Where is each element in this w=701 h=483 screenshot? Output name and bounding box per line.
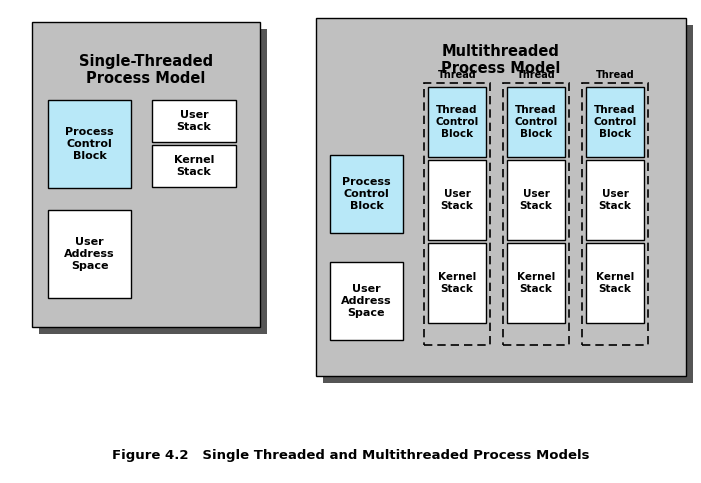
Text: Thread: Thread: [437, 70, 477, 80]
Text: Kernel
Stack: Kernel Stack: [517, 272, 555, 294]
Bar: [503, 83, 569, 345]
Text: User
Address
Space: User Address Space: [341, 284, 392, 318]
Text: Figure 4.2   Single Threaded and Multithreaded Process Models: Figure 4.2 Single Threaded and Multithre…: [111, 449, 590, 461]
Bar: [32, 22, 260, 327]
Bar: [586, 87, 644, 157]
Bar: [48, 210, 131, 298]
Text: User
Stack: User Stack: [440, 189, 473, 211]
Bar: [586, 160, 644, 240]
Text: User
Stack: User Stack: [177, 110, 212, 132]
Bar: [582, 83, 648, 345]
Text: Kernel
Stack: Kernel Stack: [174, 155, 215, 177]
Text: User
Stack: User Stack: [519, 189, 552, 211]
Bar: [428, 160, 486, 240]
Text: User
Address
Space: User Address Space: [64, 238, 115, 270]
Text: Thread
Control
Block: Thread Control Block: [515, 105, 557, 139]
Bar: [48, 100, 131, 188]
Text: Thread: Thread: [517, 70, 555, 80]
Text: Thread: Thread: [596, 70, 634, 80]
Bar: [152, 100, 236, 142]
Text: Thread
Control
Block: Thread Control Block: [435, 105, 479, 139]
Text: Process
Control
Block: Process Control Block: [342, 177, 391, 211]
Text: Kernel
Stack: Kernel Stack: [596, 272, 634, 294]
Bar: [428, 243, 486, 323]
Bar: [323, 25, 693, 383]
Text: Single-Threaded
Process Model: Single-Threaded Process Model: [79, 54, 213, 86]
Bar: [39, 29, 267, 334]
Bar: [316, 18, 686, 376]
Bar: [507, 243, 565, 323]
Bar: [330, 262, 403, 340]
Text: User
Stack: User Stack: [599, 189, 632, 211]
Bar: [424, 83, 490, 345]
Text: Kernel
Stack: Kernel Stack: [438, 272, 476, 294]
Bar: [330, 155, 403, 233]
Bar: [586, 243, 644, 323]
Text: Multithreaded
Process Model: Multithreaded Process Model: [442, 44, 561, 76]
Bar: [428, 87, 486, 157]
Bar: [507, 160, 565, 240]
Text: Process
Control
Block: Process Control Block: [65, 128, 114, 161]
Bar: [152, 145, 236, 187]
Bar: [507, 87, 565, 157]
Text: Thread
Control
Block: Thread Control Block: [593, 105, 637, 139]
